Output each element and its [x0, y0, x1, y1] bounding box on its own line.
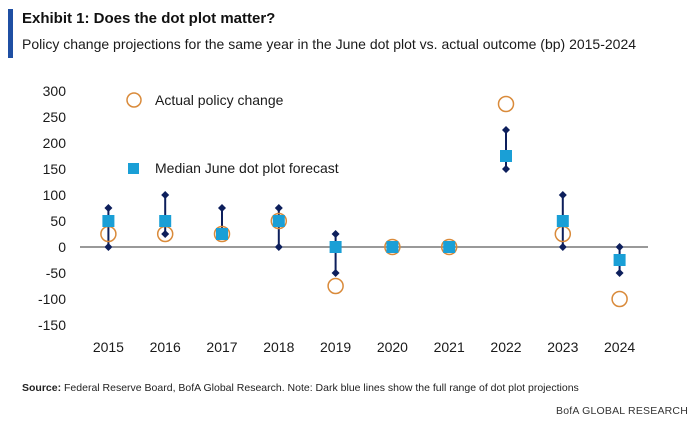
- range-high-marker: [615, 243, 624, 251]
- dot-plot-chart: 300 250 200 150 100 50 0 -50 -100 -150 2015 2016 201…: [38, 83, 648, 355]
- range-high-marker: [558, 191, 567, 199]
- legend-median-marker: [128, 163, 139, 174]
- x-tick-label: 2017: [206, 339, 237, 355]
- range-low-marker: [104, 243, 113, 251]
- y-tick-label: 150: [43, 161, 67, 177]
- y-tick-label: 0: [58, 239, 66, 255]
- y-tick-label: 300: [43, 83, 67, 99]
- actual-point: [384, 238, 401, 256]
- y-tick-label: 50: [50, 213, 66, 229]
- median-point: [443, 241, 456, 253]
- range-high-marker: [274, 204, 283, 212]
- actual-point: [497, 95, 515, 113]
- brand-label: BofA GLOBAL RESEARCH: [556, 405, 688, 417]
- x-tick-label: 2015: [93, 339, 124, 355]
- source-text: Federal Reserve Board, BofA Global Resea…: [61, 382, 579, 394]
- actual-point: [270, 212, 288, 230]
- median-point: [159, 215, 172, 227]
- legend-actual-label: Actual policy change: [155, 92, 284, 108]
- range-high-marker: [331, 230, 340, 238]
- actual-point: [213, 225, 231, 243]
- median-point: [613, 254, 626, 266]
- y-tick-label: -150: [38, 317, 66, 333]
- range-high-marker: [218, 204, 226, 212]
- median-point: [500, 150, 512, 162]
- x-tick-label: 2023: [547, 339, 578, 355]
- x-tick-label: 2024: [604, 339, 635, 355]
- x-tick-label: 2018: [263, 339, 294, 355]
- y-tick-label: 250: [43, 109, 67, 125]
- legend-median-label: Median June dot plot forecast: [155, 160, 339, 176]
- x-tick-label: 2019: [320, 339, 351, 355]
- median-point: [556, 215, 569, 227]
- range-low-marker: [331, 269, 340, 277]
- median-point: [102, 215, 115, 227]
- range-low-marker: [274, 243, 283, 251]
- median-point: [386, 241, 399, 253]
- y-tick-label: -100: [38, 291, 66, 307]
- chart-subtitle: Policy change projections for the same y…: [22, 36, 637, 52]
- median-point: [329, 241, 342, 253]
- x-tick-label: 2016: [150, 339, 181, 355]
- source-label: Source:: [22, 382, 62, 394]
- y-tick-label: 200: [43, 135, 67, 151]
- source-note: Source: Federal Reserve Board, BofA Glob…: [22, 382, 579, 394]
- range-low-marker: [558, 243, 567, 251]
- range-low-marker: [161, 230, 170, 238]
- range-high-marker: [104, 204, 113, 212]
- range-high-marker: [502, 126, 510, 134]
- median-point: [272, 215, 285, 227]
- y-tick-label: -50: [46, 265, 66, 281]
- range-low-marker: [502, 165, 510, 173]
- legend-actual-marker: [126, 92, 142, 108]
- actual-point: [440, 238, 458, 256]
- range-high-marker: [161, 191, 170, 199]
- actual-point: [611, 290, 628, 308]
- chart-title: Exhibit 1: Does the dot plot matter?: [22, 10, 276, 27]
- range-low-marker: [615, 269, 624, 277]
- x-tick-label: 2020: [377, 339, 408, 355]
- x-tick-label: 2021: [434, 339, 465, 355]
- x-tick-label: 2022: [490, 339, 521, 355]
- actual-point: [327, 277, 344, 295]
- median-point: [216, 228, 228, 240]
- y-tick-label: 100: [43, 187, 67, 203]
- accent-bar: [8, 9, 13, 58]
